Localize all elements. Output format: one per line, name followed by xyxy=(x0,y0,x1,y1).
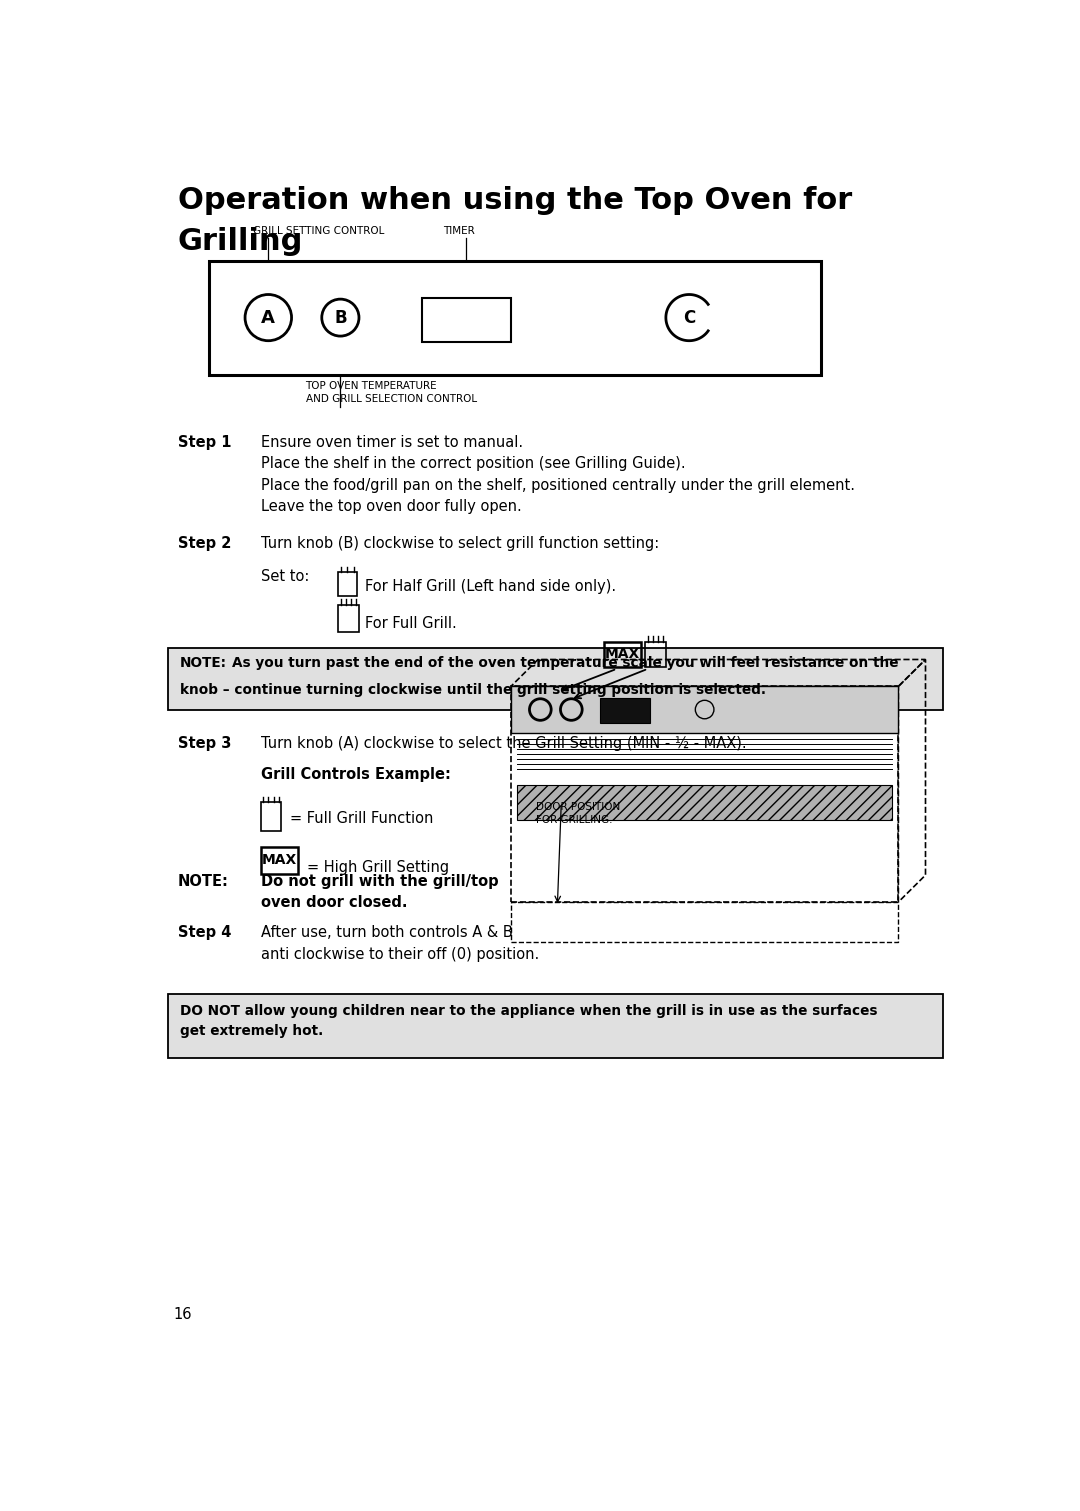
Text: DO NOT allow young children near to the appliance when the grill is in use as th: DO NOT allow young children near to the … xyxy=(180,1003,877,1038)
Bar xyxy=(604,642,642,668)
Text: Grill Controls Example:: Grill Controls Example: xyxy=(260,768,450,783)
Bar xyxy=(260,802,282,831)
Text: For Full Grill.: For Full Grill. xyxy=(365,616,457,632)
Text: NOTE:: NOTE: xyxy=(177,873,229,888)
Text: After use, turn both controls A & B
anti clockwise to their off (0) position.: After use, turn both controls A & B anti… xyxy=(260,925,539,961)
Text: B: B xyxy=(334,308,347,326)
Bar xyxy=(511,686,899,733)
Text: Operation when using the Top Oven for: Operation when using the Top Oven for xyxy=(177,186,852,215)
Text: Step 4: Step 4 xyxy=(177,925,231,940)
Text: knob – continue turning clockwise until the grill setting position is selected.: knob – continue turning clockwise until … xyxy=(180,683,766,697)
Bar xyxy=(208,260,821,375)
Text: A: A xyxy=(261,308,275,326)
Bar xyxy=(338,573,356,597)
Text: Do not grill with the grill/top
oven door closed.: Do not grill with the grill/top oven doo… xyxy=(260,873,498,910)
Bar xyxy=(338,604,359,632)
Text: Turn knob (A) clockwise to select the Grill Setting (MIN - ½ - MAX).: Turn knob (A) clockwise to select the Gr… xyxy=(260,736,746,751)
Text: Step 2: Step 2 xyxy=(177,536,231,552)
Bar xyxy=(645,642,666,668)
Text: Step 3: Step 3 xyxy=(177,736,231,751)
Text: 16: 16 xyxy=(174,1307,192,1322)
Bar xyxy=(167,994,943,1058)
Text: MAX: MAX xyxy=(605,648,640,662)
Text: DOOR POSITION
FOR GRILLING.: DOOR POSITION FOR GRILLING. xyxy=(537,802,621,825)
Text: As you turn past the end of the oven temperature scale you will feel resistance : As you turn past the end of the oven tem… xyxy=(232,656,899,669)
Text: GRILL SETTING CONTROL: GRILL SETTING CONTROL xyxy=(253,227,384,236)
Bar xyxy=(517,786,892,820)
Bar xyxy=(600,698,650,722)
Text: Step 1: Step 1 xyxy=(177,435,231,450)
Text: TOP OVEN TEMPERATURE
AND GRILL SELECTION CONTROL: TOP OVEN TEMPERATURE AND GRILL SELECTION… xyxy=(306,381,476,403)
Bar xyxy=(260,848,298,873)
Bar xyxy=(511,686,899,902)
Bar xyxy=(167,648,943,710)
Text: Set to:: Set to: xyxy=(260,568,309,583)
Text: Ensure oven timer is set to manual.
Place the shelf in the correct position (see: Ensure oven timer is set to manual. Plac… xyxy=(260,435,854,514)
Text: = Full Grill Function: = Full Grill Function xyxy=(291,811,433,827)
Text: C: C xyxy=(683,308,696,326)
Text: For Half Grill (Left hand side only).: For Half Grill (Left hand side only). xyxy=(365,579,617,594)
Text: NOTE:: NOTE: xyxy=(180,656,227,669)
Text: Grilling: Grilling xyxy=(177,227,303,255)
Bar xyxy=(511,902,899,941)
Text: Turn knob (B) clockwise to select grill function setting:: Turn knob (B) clockwise to select grill … xyxy=(260,536,659,552)
Bar xyxy=(422,298,511,343)
Text: = High Grill Setting: = High Grill Setting xyxy=(307,860,449,875)
Text: MAX: MAX xyxy=(261,854,297,867)
Text: TIMER: TIMER xyxy=(444,227,475,236)
